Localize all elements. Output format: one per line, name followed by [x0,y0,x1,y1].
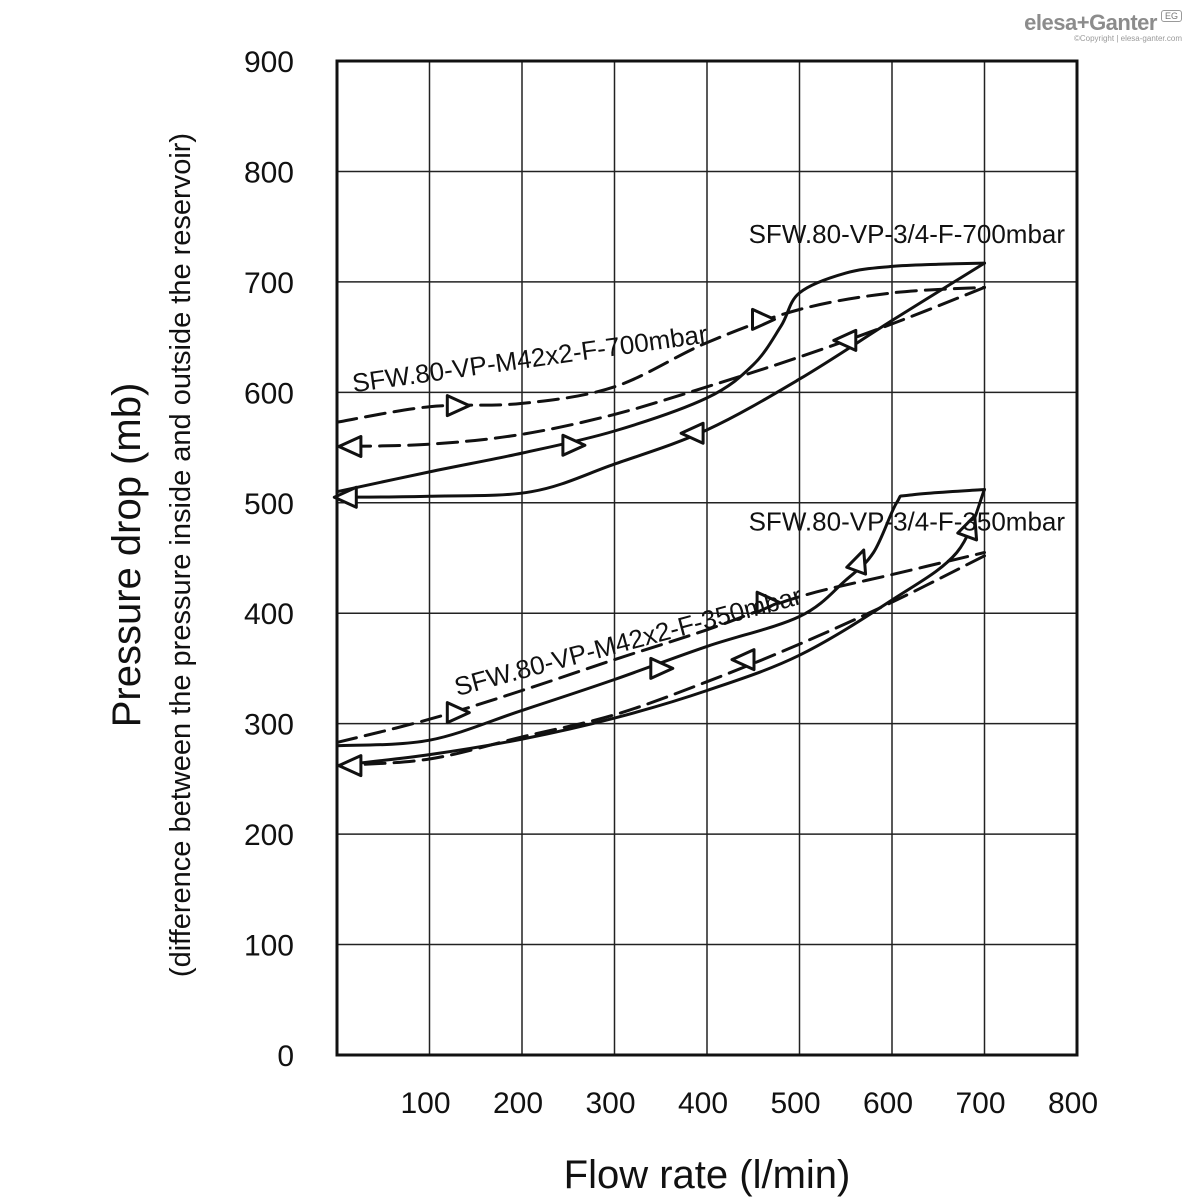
series-label: SFW.80-VP-M42x2-F-350mbar [451,580,805,702]
y-tick-label: 400 [244,598,294,631]
series-1 [335,285,986,448]
y-tick-label: 900 [244,46,294,79]
x-tick-label: 200 [493,1087,543,1120]
series-line-up [335,551,986,744]
direction-arrow [751,307,776,331]
series-line-down [335,285,986,448]
x-tick-label: 600 [863,1087,913,1120]
y-tick-label: 300 [244,709,294,742]
direction-arrow [679,421,705,445]
arrow-layer [332,307,979,778]
series-line-up [335,488,986,748]
direction-arrow [332,485,358,509]
series-label: SFW.80-VP-3/4-F-350mbar [749,506,1066,536]
x-tick-label: 500 [770,1087,820,1120]
brand-logo: elesa+Ganter EG ©Copyright | elesa-ganter… [1024,10,1182,43]
direction-arrow [755,590,781,614]
copyright-text: ©Copyright | elesa-ganter.com [1073,34,1182,43]
x-tick-label: 300 [585,1087,635,1120]
x-tick-label: 100 [400,1087,450,1120]
y-tick-label: 100 [244,930,294,963]
y-axis-title: Pressure drop (mb) [105,383,149,728]
series-line-down [335,261,986,499]
tick-labels: 100 200 300 400 500 600 700 800 0 100 200 300 400 500… [244,46,1098,1120]
brand-name: elesa+Ganter [1024,10,1157,35]
direction-arrow [445,701,471,725]
series-3 [335,551,986,768]
series-line-down [335,554,986,768]
x-tick-label: 700 [955,1087,1005,1120]
series-label: SFW.80-VP-3/4-F-700mbar [749,219,1066,249]
y-axis-subtitle: (difference between the pressure inside … [165,133,197,977]
plot-frame [335,59,1079,1057]
y-tick-label: 700 [244,267,294,300]
series-labels: SFW.80-VP-3/4-F-700mbar SFW.80-VP-M42x2-F… [350,219,1065,702]
series-line-up [335,285,986,424]
grid [337,61,1077,1055]
x-tick-label: 400 [678,1087,728,1120]
direction-arrow [649,656,675,680]
brand-badge: EG [1160,10,1182,22]
x-tick-label: 800 [1048,1087,1098,1120]
direction-arrow [730,648,756,672]
series-line-up [335,261,986,494]
x-axis-title: Flow rate (l/min) [564,1153,851,1197]
series-label: SFW.80-VP-M42x2-F-700mbar [350,319,709,399]
direction-arrow [561,433,587,457]
series-line-down [335,488,986,768]
direction-arrow [337,754,363,778]
direction-arrow [845,548,868,576]
series-2 [335,488,986,768]
y-tick-label: 600 [244,377,294,410]
direction-arrow [956,514,979,542]
y-tick-label: 0 [277,1040,294,1073]
y-tick-label: 800 [244,156,294,189]
y-tick-label: 500 [244,488,294,521]
direction-arrow [445,394,471,418]
direction-arrow [337,435,363,458]
series-layer [335,261,986,768]
series-0 [335,261,986,499]
direction-arrow [832,328,858,352]
y-tick-label: 200 [244,819,294,852]
